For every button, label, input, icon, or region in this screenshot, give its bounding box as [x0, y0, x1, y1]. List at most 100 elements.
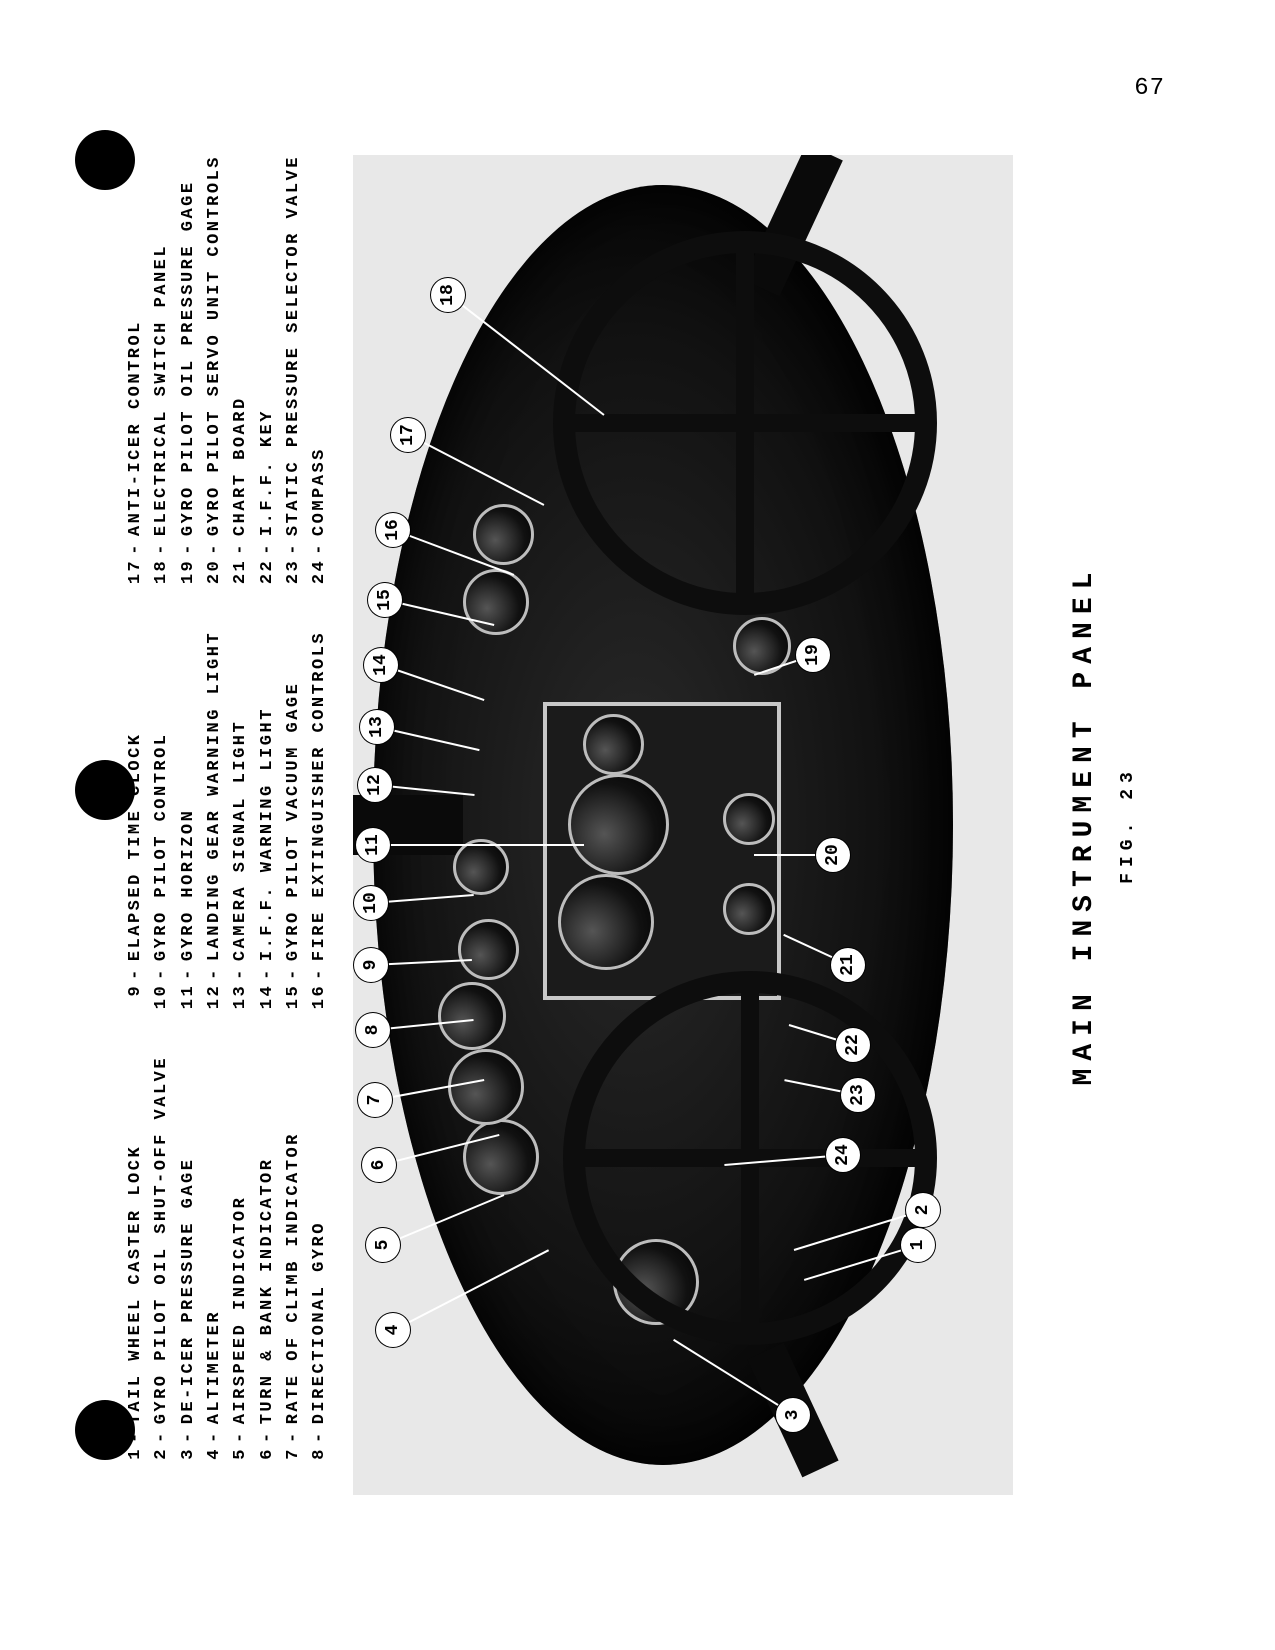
legend-item: 22-I.F.F. KEY — [254, 155, 280, 587]
legend-item: 19-GYRO PILOT OIL PRESSURE GAGE — [175, 155, 201, 587]
legend-item-text: TAIL WHEEL CASTER LOCK — [126, 1145, 145, 1424]
legend-item-text: I.F.F. WARNING LIGHT — [257, 707, 276, 961]
legend-item-text: CAMERA SIGNAL LIGHT — [231, 720, 250, 961]
callout-bubble: 1 — [901, 1228, 935, 1262]
legend-col-1: 1-TAIL WHEEL CASTER LOCK2-GYRO PILOT OIL… — [123, 1056, 334, 1475]
callout-leader — [374, 844, 584, 846]
legend-item-number: 7 — [281, 1447, 307, 1475]
legend-separator: - — [307, 961, 333, 984]
legend-separator: - — [228, 1424, 254, 1447]
legend-separator: - — [123, 536, 149, 559]
callout-bubble: 15 — [368, 583, 402, 617]
legend-item-number: 3 — [175, 1447, 201, 1475]
legend-item: 1-TAIL WHEEL CASTER LOCK — [123, 1056, 149, 1475]
instrument-gauge — [723, 793, 775, 845]
callout-bubble: 12 — [358, 768, 392, 802]
legend-item-number: 19 — [175, 559, 201, 587]
callout-bubble: 4 — [376, 1313, 410, 1347]
page-number: 67 — [1134, 75, 1165, 102]
legend-item-number: 22 — [254, 559, 280, 587]
legend-item-text: I.F.F. KEY — [257, 409, 276, 536]
legend-item-number: 1 — [123, 1447, 149, 1475]
legend-item-number: 20 — [202, 559, 228, 587]
legend-separator: - — [228, 536, 254, 559]
legend-separator: - — [254, 536, 280, 559]
legend-item-number: 6 — [254, 1447, 280, 1475]
legend-item: 21-CHART BOARD — [228, 155, 254, 587]
callout-bubble: 13 — [360, 710, 394, 744]
callout-bubble: 18 — [431, 278, 465, 312]
legend-separator: - — [254, 1424, 280, 1447]
legend-separator: - — [149, 536, 175, 559]
control-yoke — [553, 231, 937, 615]
legend-item-number: 17 — [123, 559, 149, 587]
callout-bubble: 9 — [354, 948, 388, 982]
legend-item-number: 5 — [228, 1447, 254, 1475]
callout-bubble: 14 — [364, 648, 398, 682]
legend-item-text: GYRO PILOT VACUUM GAGE — [284, 682, 303, 961]
legend-item: 8-DIRECTIONAL GYRO — [307, 1056, 333, 1475]
instrument-gauge — [453, 839, 509, 895]
legend-separator: - — [149, 1424, 175, 1447]
callout-bubble: 22 — [836, 1028, 870, 1062]
legend-item-number: 24 — [307, 559, 333, 587]
legend-item-number: 18 — [149, 559, 175, 587]
legend: 1-TAIL WHEEL CASTER LOCK2-GYRO PILOT OIL… — [123, 125, 334, 1525]
legend-item-text: AIRSPEED INDICATOR — [231, 1196, 250, 1425]
callout-bubble: 23 — [841, 1078, 875, 1112]
legend-separator: - — [307, 536, 333, 559]
legend-item-number: 4 — [202, 1447, 228, 1475]
legend-item-text: ELAPSED TIME CLOCK — [126, 732, 145, 961]
legend-item-number: 11 — [175, 984, 201, 1012]
figure-number: FIG. 23 — [1118, 125, 1138, 1525]
legend-item: 18-ELECTRICAL SWITCH PANEL — [149, 155, 175, 587]
legend-item-text: GYRO PILOT CONTROL — [152, 732, 171, 961]
instrument-gauge — [438, 982, 506, 1050]
legend-item: 16-FIRE EXTINGUISHER CONTROLS — [307, 631, 333, 1012]
legend-item: 24-COMPASS — [307, 155, 333, 587]
callout-bubble: 2 — [906, 1193, 940, 1227]
instrument-gauge — [583, 714, 644, 775]
callout-bubble: 24 — [826, 1138, 860, 1172]
legend-item: 7-RATE OF CLIMB INDICATOR — [281, 1056, 307, 1475]
legend-item-text: RATE OF CLIMB INDICATOR — [284, 1132, 303, 1424]
callout-bubble: 8 — [356, 1013, 390, 1047]
legend-item: 17-ANTI-ICER CONTROL — [123, 155, 149, 587]
instrument-gauge — [463, 569, 529, 635]
legend-item-text: GYRO PILOT OIL SHUT-OFF VALVE — [152, 1056, 171, 1424]
legend-item-text: DE-ICER PRESSURE GAGE — [178, 1158, 197, 1425]
instrument-gauge — [473, 504, 534, 565]
instrument-gauge — [723, 883, 775, 935]
legend-separator: - — [281, 961, 307, 984]
callout-bubble: 6 — [362, 1148, 396, 1182]
legend-item-text: ALTIMETER — [205, 1310, 224, 1424]
legend-item-text: CHART BOARD — [231, 396, 250, 536]
legend-item: 12-LANDING GEAR WARNING LIGHT — [202, 631, 228, 1012]
callout-bubble: 3 — [776, 1398, 810, 1432]
legend-item-text: ANTI-ICER CONTROL — [126, 320, 145, 536]
legend-item-text: LANDING GEAR WARNING LIGHT — [205, 631, 224, 961]
legend-item-number: 2 — [149, 1447, 175, 1475]
callout-bubble: 5 — [366, 1228, 400, 1262]
legend-separator: - — [149, 961, 175, 984]
legend-item: 6-TURN & BANK INDICATOR — [254, 1056, 280, 1475]
legend-separator: - — [175, 536, 201, 559]
legend-separator: - — [202, 536, 228, 559]
legend-item-number: 10 — [149, 984, 175, 1012]
legend-col-3: 17-ANTI-ICER CONTROL18-ELECTRICAL SWITCH… — [123, 155, 334, 587]
instrument-gauge — [448, 1049, 524, 1125]
legend-separator: - — [202, 1424, 228, 1447]
legend-separator: - — [281, 536, 307, 559]
callout-bubble: 16 — [376, 513, 410, 547]
legend-item-number: 23 — [281, 559, 307, 587]
legend-item-number: 9 — [123, 984, 149, 1012]
rotated-stage: 1-TAIL WHEEL CASTER LOCK2-GYRO PILOT OIL… — [113, 125, 1163, 1525]
legend-item-text: GYRO PILOT OIL PRESSURE GAGE — [178, 180, 197, 536]
legend-item-number: 15 — [281, 984, 307, 1012]
callout-bubble: 19 — [796, 638, 830, 672]
legend-item: 14-I.F.F. WARNING LIGHT — [254, 631, 280, 1012]
legend-item: 23-STATIC PRESSURE SELECTOR VALVE — [281, 155, 307, 587]
legend-separator: - — [175, 961, 201, 984]
callout-bubble: 7 — [358, 1083, 392, 1117]
legend-item: 9-ELAPSED TIME CLOCK — [123, 631, 149, 1012]
